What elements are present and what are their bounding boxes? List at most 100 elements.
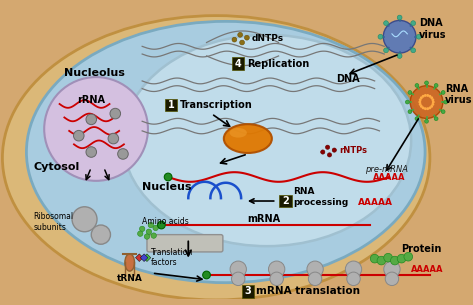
Text: rNTPs: rNTPs <box>339 145 367 155</box>
Text: Nucleolus: Nucleolus <box>64 68 124 78</box>
Circle shape <box>405 100 409 104</box>
Circle shape <box>397 15 402 20</box>
Text: Amino acids: Amino acids <box>142 217 189 226</box>
FancyBboxPatch shape <box>147 235 223 252</box>
Circle shape <box>378 34 383 39</box>
Polygon shape <box>143 254 151 261</box>
Circle shape <box>269 261 285 277</box>
Circle shape <box>203 271 210 279</box>
Text: rRNA: rRNA <box>77 95 105 105</box>
Circle shape <box>431 98 434 101</box>
Circle shape <box>332 148 336 152</box>
Text: RNA
processing: RNA processing <box>293 188 348 207</box>
Text: Translation
factors: Translation factors <box>151 248 193 267</box>
Circle shape <box>383 20 416 53</box>
Circle shape <box>404 253 412 261</box>
Text: DNA: DNA <box>336 74 360 84</box>
Circle shape <box>410 86 443 118</box>
Circle shape <box>118 149 128 159</box>
Circle shape <box>411 21 416 26</box>
FancyBboxPatch shape <box>242 285 254 298</box>
Circle shape <box>424 107 427 110</box>
Circle shape <box>391 256 399 265</box>
Text: tRNA: tRNA <box>117 274 143 283</box>
Text: Replication: Replication <box>247 59 309 69</box>
Circle shape <box>91 225 111 244</box>
Circle shape <box>422 95 425 98</box>
Circle shape <box>238 32 243 37</box>
Circle shape <box>148 222 154 228</box>
Circle shape <box>384 21 388 26</box>
Circle shape <box>418 101 421 103</box>
Text: Protein: Protein <box>402 244 442 254</box>
Circle shape <box>230 261 246 277</box>
Circle shape <box>411 48 416 53</box>
Circle shape <box>415 84 419 87</box>
Text: 1: 1 <box>167 100 175 110</box>
Circle shape <box>345 261 362 277</box>
Ellipse shape <box>125 254 134 271</box>
Circle shape <box>307 261 323 277</box>
Circle shape <box>432 101 435 103</box>
Text: mRNA: mRNA <box>247 214 280 224</box>
Circle shape <box>164 173 172 181</box>
Text: Nucleus: Nucleus <box>142 181 192 192</box>
Circle shape <box>384 261 400 277</box>
Circle shape <box>426 107 429 110</box>
Circle shape <box>441 91 445 94</box>
Circle shape <box>73 131 84 141</box>
Text: AAAAA: AAAAA <box>373 174 405 182</box>
Circle shape <box>232 37 237 42</box>
Ellipse shape <box>44 77 148 181</box>
Circle shape <box>140 226 145 231</box>
Circle shape <box>419 103 421 106</box>
Circle shape <box>431 103 434 106</box>
Circle shape <box>384 48 388 53</box>
Circle shape <box>308 272 322 285</box>
Circle shape <box>426 94 429 97</box>
FancyBboxPatch shape <box>232 57 245 70</box>
Circle shape <box>430 96 433 99</box>
Circle shape <box>434 117 438 120</box>
Circle shape <box>420 96 423 99</box>
Circle shape <box>370 254 379 263</box>
FancyBboxPatch shape <box>279 195 291 207</box>
Ellipse shape <box>123 35 411 246</box>
Ellipse shape <box>229 128 247 138</box>
Text: pre-mRNA: pre-mRNA <box>365 165 408 174</box>
Circle shape <box>270 272 283 285</box>
Circle shape <box>245 35 249 40</box>
Circle shape <box>158 221 165 229</box>
Circle shape <box>231 272 245 285</box>
Ellipse shape <box>224 124 272 153</box>
Circle shape <box>377 256 385 265</box>
Circle shape <box>397 254 406 263</box>
Text: AAAAA: AAAAA <box>411 265 444 274</box>
Text: Transcription: Transcription <box>180 100 253 110</box>
Circle shape <box>327 153 332 157</box>
Circle shape <box>434 84 438 87</box>
Circle shape <box>347 272 360 285</box>
Circle shape <box>419 98 421 101</box>
Circle shape <box>138 231 143 236</box>
Text: AAAAA: AAAAA <box>359 199 394 207</box>
Circle shape <box>144 234 149 239</box>
Circle shape <box>151 233 157 238</box>
Circle shape <box>240 40 245 45</box>
Circle shape <box>384 253 393 262</box>
Polygon shape <box>140 254 148 261</box>
Circle shape <box>425 119 429 123</box>
Circle shape <box>441 110 445 113</box>
Ellipse shape <box>26 21 425 283</box>
Text: 4: 4 <box>235 59 242 69</box>
Circle shape <box>420 105 423 108</box>
Circle shape <box>408 91 412 94</box>
Text: RNA
virus: RNA virus <box>445 84 472 105</box>
Circle shape <box>72 207 97 232</box>
Circle shape <box>425 81 429 85</box>
Text: 3: 3 <box>245 286 251 296</box>
Circle shape <box>408 110 412 113</box>
Text: mRNA translation: mRNA translation <box>255 286 359 296</box>
Circle shape <box>444 100 447 104</box>
Circle shape <box>86 147 96 157</box>
